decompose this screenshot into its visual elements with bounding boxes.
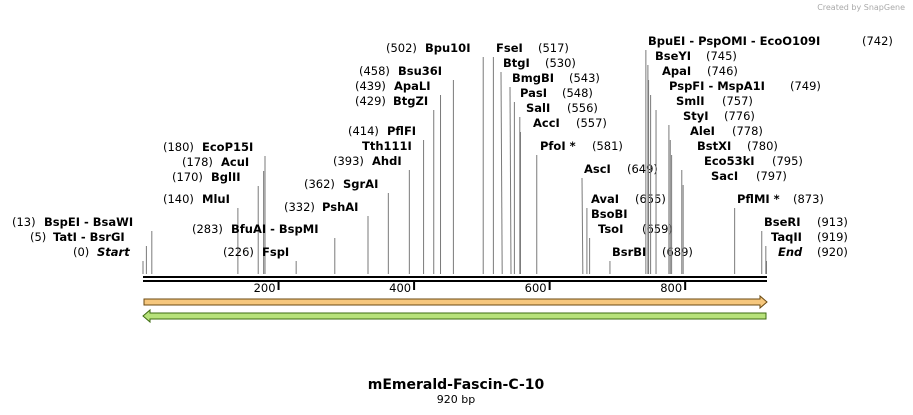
site-position: (649) [627, 162, 658, 176]
enzyme-name: SmlI [676, 94, 705, 108]
site-position: (749) [790, 79, 821, 93]
enzyme-name: SgrAI [343, 177, 378, 191]
site-position: (517) [538, 41, 569, 55]
site-line [500, 71, 503, 275]
enzyme-name: BspEI - BsaWI [44, 215, 133, 229]
enzyme-name: TsoI [598, 222, 623, 236]
enzyme-name: TaqII [771, 230, 802, 244]
site-position: (362) [304, 177, 335, 191]
enzyme-name: BfuAI - BspMI [231, 222, 318, 236]
site-position: (913) [817, 215, 848, 229]
enzyme-name: AvaI [591, 192, 619, 206]
site-position: (393) [333, 154, 364, 168]
site-position: (140) [163, 192, 194, 206]
site-position: (757) [722, 94, 753, 108]
site-position: (178) [182, 155, 213, 169]
site-position: (0) [73, 245, 89, 259]
enzyme-name: TatI - BsrGI [53, 230, 125, 244]
site-position: (439) [355, 79, 386, 93]
site-line [581, 177, 584, 275]
site-position: (180) [163, 140, 194, 154]
enzyme-name: Eco53kI [704, 154, 755, 168]
enzyme-name: BseRI [764, 215, 801, 229]
site-position: (5) [30, 230, 46, 244]
enzyme-name: MluI [202, 192, 230, 206]
enzyme-name: PasI [520, 86, 547, 100]
enzyme-name: BtgI [503, 56, 530, 70]
enzyme-name: Tth111I [362, 139, 412, 153]
enzyme-name: BsoBI [591, 207, 628, 221]
feature-arrow [143, 294, 768, 310]
site-position: (778) [732, 124, 763, 138]
enzyme-name: SacI [711, 169, 738, 183]
site-position: (502) [386, 41, 417, 55]
enzyme-name: PshAI [322, 200, 358, 214]
site-position: (776) [724, 109, 755, 123]
site-position: (919) [817, 230, 848, 244]
site-position: (414) [348, 124, 379, 138]
enzyme-name: Start [97, 245, 130, 259]
enzyme-name: AscI [584, 162, 611, 176]
site-position: (742) [862, 34, 893, 48]
site-line [509, 86, 512, 275]
enzyme-name: FseI [496, 41, 523, 55]
site-position: (548) [562, 86, 593, 100]
site-position: (226) [223, 245, 254, 259]
enzyme-name: StyI [683, 109, 709, 123]
site-position: (689) [662, 245, 693, 259]
site-position: (530) [545, 56, 576, 70]
enzyme-name: BseYI [655, 49, 691, 63]
enzyme-name: PflMI * [737, 192, 780, 206]
site-position: (556) [567, 101, 598, 115]
site-position: (429) [355, 94, 386, 108]
enzyme-name: PfoI * [540, 139, 576, 153]
enzyme-name: BpuEI - PspOMI - EcoO109I [648, 34, 820, 48]
enzyme-name: SalI [526, 101, 550, 115]
site-position: (745) [706, 49, 737, 63]
site-position: (332) [284, 200, 315, 214]
enzyme-name: PspFI - MspA1I [669, 79, 765, 93]
map-length: 920 bp [437, 393, 475, 406]
enzyme-name: AhdI [372, 154, 402, 168]
site-position: (920) [817, 245, 848, 259]
site-position: (557) [576, 116, 607, 130]
enzyme-name: ApaI [662, 64, 691, 78]
enzyme-name: BstXI [697, 139, 731, 153]
enzyme-name: FspI [262, 245, 289, 259]
site-position: (797) [756, 169, 787, 183]
site-position: (873) [793, 192, 824, 206]
ruler-label: 400 [389, 281, 411, 295]
site-position: (458) [359, 64, 390, 78]
enzyme-name: BsrBI [612, 245, 646, 259]
site-position: (170) [172, 170, 203, 184]
site-position: (795) [772, 154, 803, 168]
site-position: (543) [569, 71, 600, 85]
enzyme-name: BtgZI [393, 94, 428, 108]
enzyme-name: AcuI [221, 155, 249, 169]
enzyme-name: Bpu10I [425, 41, 470, 55]
ruler-label: 600 [525, 281, 547, 295]
site-position: (746) [707, 64, 738, 78]
site-position: (13) [12, 215, 36, 229]
watermark: Created by SnapGene [817, 3, 905, 12]
enzyme-name: BmgBI [512, 71, 554, 85]
enzyme-name: EcoP15I [202, 140, 253, 154]
map-title: mEmerald-Fascin-C-10 [368, 377, 545, 393]
enzyme-name: AccI [533, 116, 560, 130]
enzyme-name: PflFI [387, 124, 416, 138]
site-position: (659) [642, 222, 673, 236]
ruler-label: 800 [660, 281, 682, 295]
enzyme-name: BglII [211, 170, 241, 184]
site-position: (581) [592, 139, 623, 153]
enzyme-name: AleI [690, 124, 715, 138]
ruler-label: 200 [254, 281, 276, 295]
enzyme-name: End [778, 245, 803, 259]
site-position: (780) [747, 139, 778, 153]
feature-arrow [142, 308, 767, 324]
enzyme-name: ApaLI [394, 79, 431, 93]
site-position: (283) [192, 222, 223, 236]
enzyme-name: Bsu36I [398, 64, 442, 78]
